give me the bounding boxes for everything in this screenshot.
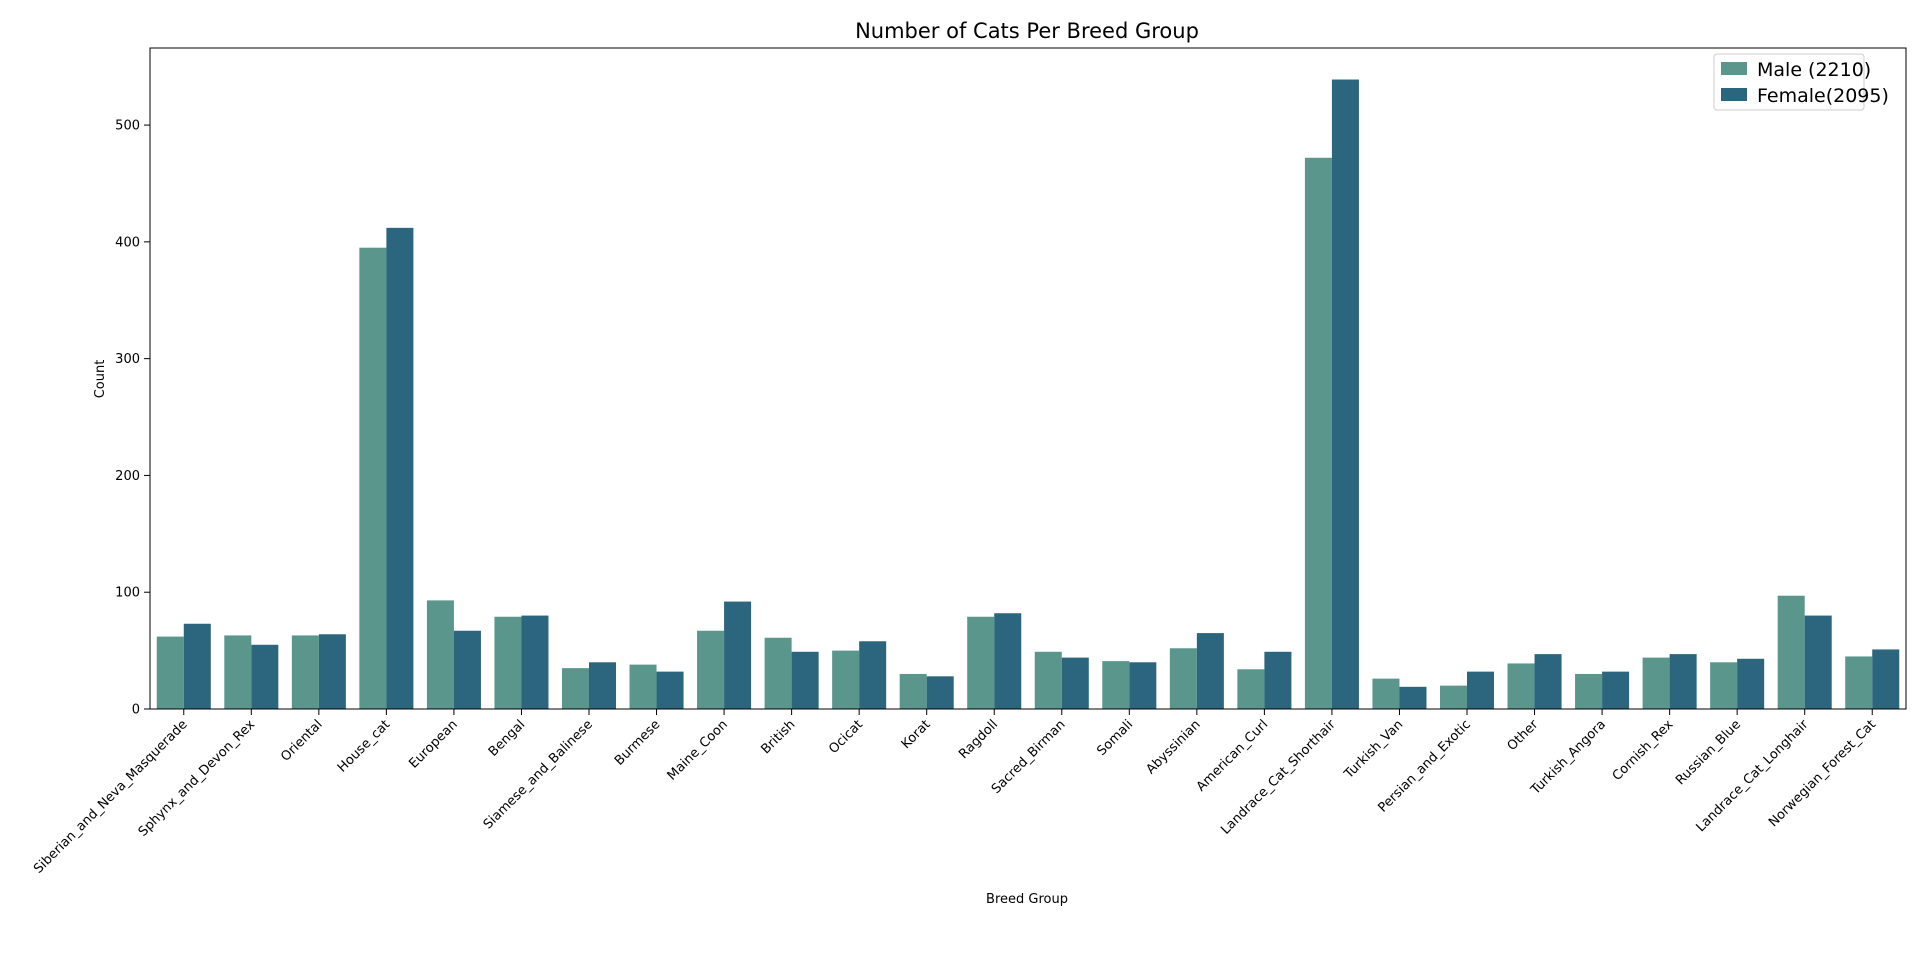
x-tick-label-siamese-and-balinese: Siamese_and_Balinese xyxy=(481,717,596,832)
legend-label-female: Female(2095) xyxy=(1757,85,1889,107)
bar-male-sacred-birman xyxy=(1034,651,1062,709)
x-tick-label-landrace-cat-shorthair: Landrace_Cat_Shorthair xyxy=(1218,717,1339,838)
bar-male-oriental xyxy=(291,635,319,709)
x-tick-label-maine-coon: Maine_Coon xyxy=(665,717,731,783)
legend-swatch-male xyxy=(1721,62,1747,75)
x-tick-label-bengal: Bengal xyxy=(486,717,528,759)
x-tick-label-somali: Somali xyxy=(1094,717,1136,759)
bars-layer xyxy=(156,79,1900,709)
bar-male-norwegian-forest-cat xyxy=(1845,656,1873,709)
bar-male-siberian-and-neva-masquerade xyxy=(156,636,184,709)
bar-female-abyssinian xyxy=(1196,633,1224,709)
bar-female-russian-blue xyxy=(1737,658,1765,709)
legend-swatch-female xyxy=(1721,88,1747,101)
bar-male-british xyxy=(764,637,792,709)
plot-frame xyxy=(149,47,1907,710)
y-tick-label: 300 xyxy=(115,352,140,367)
bar-male-landrace-cat-shorthair xyxy=(1304,157,1332,709)
x-tick-label-ocicat: Ocicat xyxy=(826,717,866,757)
bar-female-british xyxy=(791,651,819,709)
bar-female-house-cat xyxy=(386,227,414,709)
bar-female-siberian-and-neva-masquerade xyxy=(183,623,211,709)
y-tick-label: 100 xyxy=(115,586,140,601)
y-axis: 0 100 200 300 400 500 xyxy=(115,119,150,718)
bar-male-somali xyxy=(1102,661,1130,709)
bar-male-american-curl xyxy=(1237,669,1265,709)
x-tick-label-house-cat: House_cat xyxy=(335,717,393,775)
bar-female-persian-and-exotic xyxy=(1467,671,1495,709)
bar-male-landrace-cat-longhair xyxy=(1777,595,1805,709)
x-tick-label-burmese: Burmese xyxy=(612,717,663,768)
bar-female-oriental xyxy=(318,634,346,709)
bar-male-ragdoll xyxy=(967,616,995,709)
bar-male-cornish-rex xyxy=(1642,657,1670,709)
x-tick-label-ragdoll: Ragdoll xyxy=(956,717,1001,762)
y-tick-label: 400 xyxy=(115,235,140,250)
legend: Male (2210) Female(2095) xyxy=(1713,53,1889,111)
x-tick-label-korat: Korat xyxy=(899,717,934,752)
bar-female-maine-coon xyxy=(724,601,752,709)
bar-female-burmese xyxy=(656,671,684,709)
legend-box xyxy=(1713,53,1865,111)
x-axis-label: Breed Group xyxy=(986,892,1068,907)
bar-female-norwegian-forest-cat xyxy=(1872,649,1900,709)
bar-female-ragdoll xyxy=(994,613,1022,709)
y-axis-label: Count xyxy=(93,360,108,399)
x-tick-label-european: European xyxy=(406,717,460,771)
bar-female-korat xyxy=(926,676,954,709)
x-tick-label-american-curl: American_Curl xyxy=(1194,717,1272,795)
bar-male-abyssinian xyxy=(1169,648,1197,709)
y-tick-label: 500 xyxy=(115,119,140,134)
x-tick-label-oriental: Oriental xyxy=(278,717,325,764)
y-tick-label: 200 xyxy=(115,469,140,484)
x-tick-label-sacred-birman: Sacred_Birman xyxy=(989,717,1069,797)
bar-male-persian-and-exotic xyxy=(1439,685,1467,709)
bar-female-turkish-angora xyxy=(1602,671,1630,709)
bar-female-ocicat xyxy=(859,641,887,709)
bar-male-russian-blue xyxy=(1710,662,1738,709)
bar-female-other xyxy=(1534,654,1562,709)
y-tick-label: 0 xyxy=(132,703,140,718)
bar-male-turkish-angora xyxy=(1575,673,1603,709)
bar-male-maine-coon xyxy=(697,630,725,709)
bar-male-ocicat xyxy=(832,650,860,709)
bar-female-somali xyxy=(1129,662,1157,709)
bar-female-european xyxy=(453,630,481,709)
legend-label-male: Male (2210) xyxy=(1757,59,1871,81)
bar-male-sphynx-and-devon-rex xyxy=(224,635,252,709)
x-tick-label-landrace-cat-longhair: Landrace_Cat_Longhair xyxy=(1693,717,1811,835)
bar-male-bengal xyxy=(494,616,522,709)
x-tick-label-russian-blue: Russian_Blue xyxy=(1673,717,1744,788)
x-tick-label-british: British xyxy=(758,717,798,757)
bar-female-turkish-van xyxy=(1399,686,1427,709)
bar-male-european xyxy=(426,600,454,709)
x-tick-label-cornish-rex: Cornish_Rex xyxy=(1610,717,1677,784)
x-tick-label-sphynx-and-devon-rex: Sphynx_and_Devon_Rex xyxy=(136,717,259,840)
x-tick-label-other: Other xyxy=(1505,717,1542,754)
bar-female-american-curl xyxy=(1264,651,1292,709)
bar-female-landrace-cat-shorthair xyxy=(1331,79,1359,709)
bar-male-korat xyxy=(899,673,927,709)
x-axis: Siberian_and_Neva_MasqueradeSphynx_and_D… xyxy=(31,709,1879,877)
x-tick-label-turkish-angora: Turkish_Angora xyxy=(1528,717,1609,798)
bar-male-turkish-van xyxy=(1372,678,1400,709)
bar-male-house-cat xyxy=(359,247,387,709)
bar-female-sphynx-and-devon-rex xyxy=(251,644,279,709)
x-tick-label-turkish-van: Turkish_Van xyxy=(1341,717,1406,782)
bar-female-cornish-rex xyxy=(1669,654,1697,709)
bar-male-siamese-and-balinese xyxy=(561,668,589,709)
bar-female-landrace-cat-longhair xyxy=(1804,615,1832,709)
bar-male-burmese xyxy=(629,664,657,709)
bar-female-sacred-birman xyxy=(1061,657,1089,709)
bar-female-bengal xyxy=(521,615,549,709)
bar-male-other xyxy=(1507,663,1535,709)
chart-title: Number of Cats Per Breed Group xyxy=(855,19,1199,43)
bar-female-siamese-and-balinese xyxy=(589,662,617,709)
x-tick-label-abyssinian: Abyssinian xyxy=(1144,717,1204,777)
